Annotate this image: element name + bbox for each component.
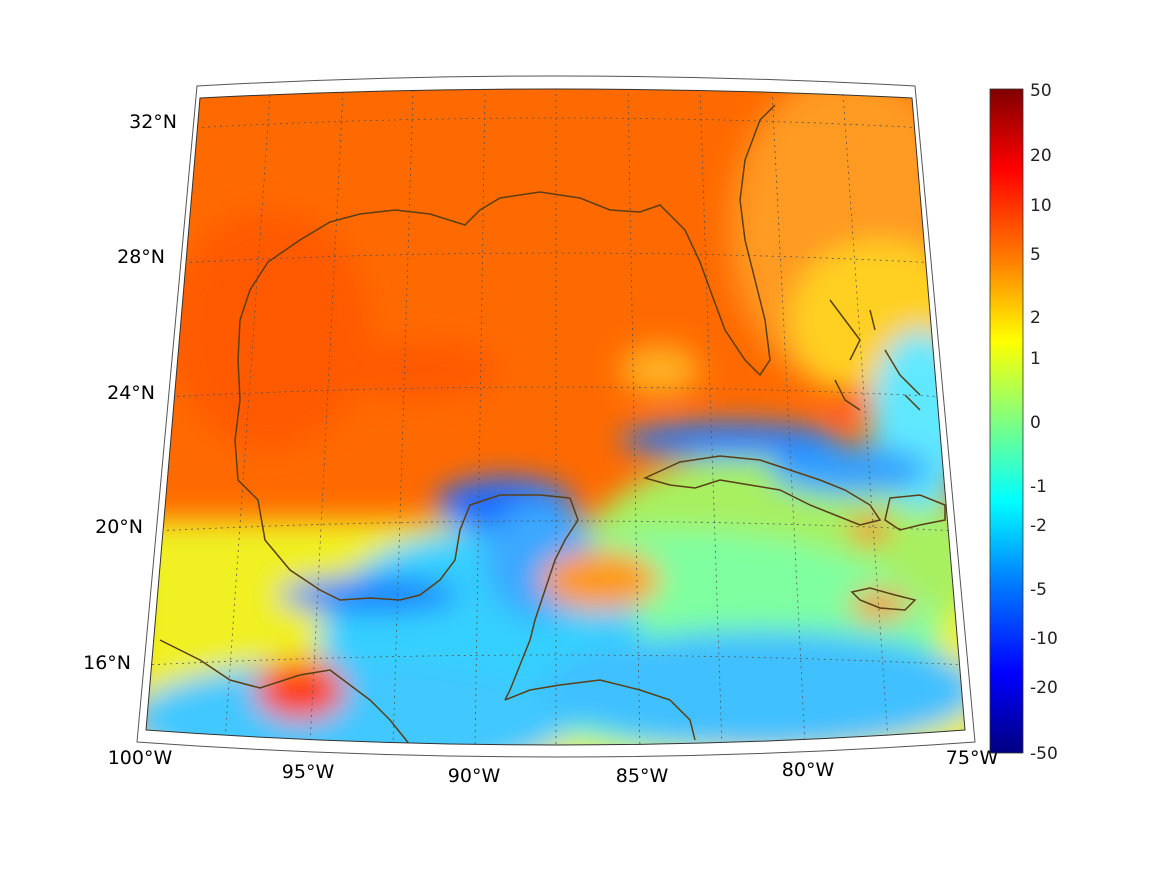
- frame-border: [145, 88, 966, 746]
- bahamas: [829, 299, 921, 411]
- colorbar-tick-50: 50: [1030, 81, 1052, 101]
- central-america-coast: [504, 679, 696, 741]
- lon-label-100: 100°W: [108, 747, 173, 769]
- lon-label-90: 90°W: [448, 765, 501, 787]
- lat-label-16: 16°N: [83, 652, 131, 674]
- longitude-labels: 100°W 95°W 90°W 85°W 80°W 75°W: [108, 747, 999, 787]
- colorbar-ramp: [989, 88, 1024, 754]
- colorbar-tick-neg10: -10: [1030, 629, 1058, 649]
- colorbar-tick-10: 10: [1030, 196, 1052, 216]
- colorbar-tick-1: 1: [1030, 349, 1041, 369]
- yucatan-east-coast: [504, 497, 579, 701]
- cuba: [642, 455, 882, 526]
- hispaniola: [884, 494, 946, 531]
- colorbar: 50 20 10 5 2 1 0 -1 -2 -5 -10 -20 -50: [989, 81, 1058, 764]
- colorbar-tick-20: 20: [1030, 146, 1052, 166]
- colorbar-tick-neg2: -2: [1030, 516, 1047, 536]
- gulf-north-coast: [239, 104, 776, 377]
- mexico-pacific-coast: [159, 639, 411, 745]
- data-field: [146, 89, 965, 745]
- colorbar-tick-neg50: -50: [1030, 744, 1058, 764]
- lon-label-75: 75°W: [946, 747, 999, 769]
- lat-label-28: 28°N: [117, 246, 165, 268]
- lon-label-85: 85°W: [616, 765, 669, 787]
- latitude-labels: 32°N 28°N 24°N 20°N 16°N: [83, 111, 177, 674]
- colorbar-tick-neg1: -1: [1030, 477, 1047, 497]
- lat-label-20: 20°N: [95, 516, 143, 538]
- jamaica: [850, 587, 917, 611]
- graticule: [146, 89, 965, 745]
- lat-label-24: 24°N: [107, 382, 155, 404]
- colorbar-tick-0: 0: [1030, 413, 1041, 433]
- colorbar-tick-neg5: -5: [1030, 580, 1047, 600]
- lon-label-80: 80°W: [782, 759, 835, 781]
- colorbar-tick-5: 5: [1030, 245, 1041, 265]
- colorbar-tick-2: 2: [1030, 308, 1041, 328]
- lat-label-32: 32°N: [129, 111, 177, 133]
- lon-label-95: 95°W: [282, 761, 335, 783]
- colorbar-tick-neg20: -20: [1030, 678, 1058, 698]
- mexico-gulf-coast: [234, 319, 571, 601]
- coastlines: [159, 104, 946, 745]
